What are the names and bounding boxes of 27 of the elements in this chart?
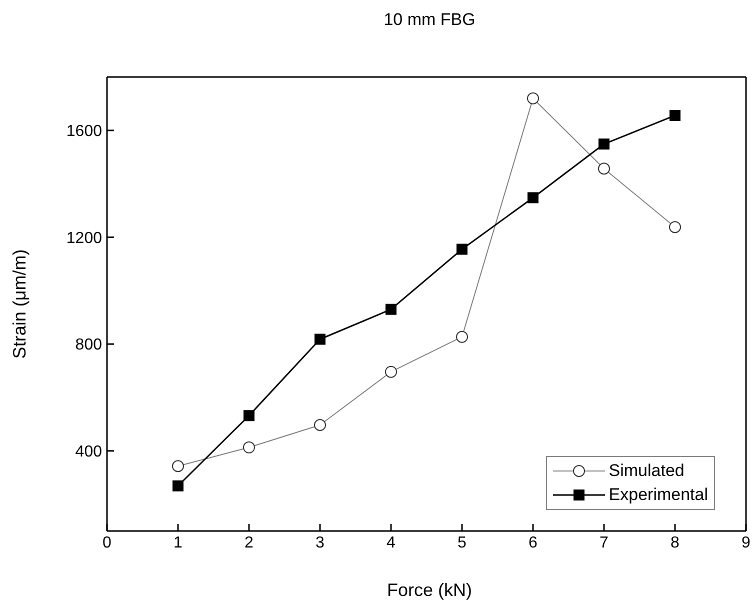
x-tick-label: 9 [742, 534, 751, 552]
legend-label: Experimental [608, 485, 708, 505]
y-tick-label: 1200 [66, 230, 102, 247]
point [670, 110, 680, 121]
point [598, 138, 610, 150]
point [386, 304, 396, 315]
point [172, 480, 184, 492]
point [528, 192, 538, 204]
point [244, 410, 254, 422]
x-tick-label: 2 [244, 534, 254, 552]
x-tick-label: 6 [528, 534, 538, 552]
x-tick-label: 8 [670, 534, 680, 552]
point [314, 334, 326, 345]
y-tick-label: 400 [75, 444, 102, 461]
x-tick-label: 3 [316, 534, 325, 552]
y-tick-label: 1600 [66, 123, 102, 140]
x-tick-label: 4 [386, 534, 396, 552]
x-tick-label: 7 [600, 534, 609, 552]
legend-label: Simulated [608, 461, 684, 481]
chart-title: 10 mm FBG [382, 10, 476, 30]
y-axis-title: Strain (μm/m) [10, 249, 30, 359]
x-tick-label: 1 [174, 534, 183, 552]
x-tick-label: 0 [102, 534, 112, 552]
y-tick-label: 800 [75, 336, 102, 354]
x-tick-label: 5 [458, 534, 467, 552]
x-axis-title: Force (kN) [386, 580, 473, 601]
point [456, 244, 468, 255]
